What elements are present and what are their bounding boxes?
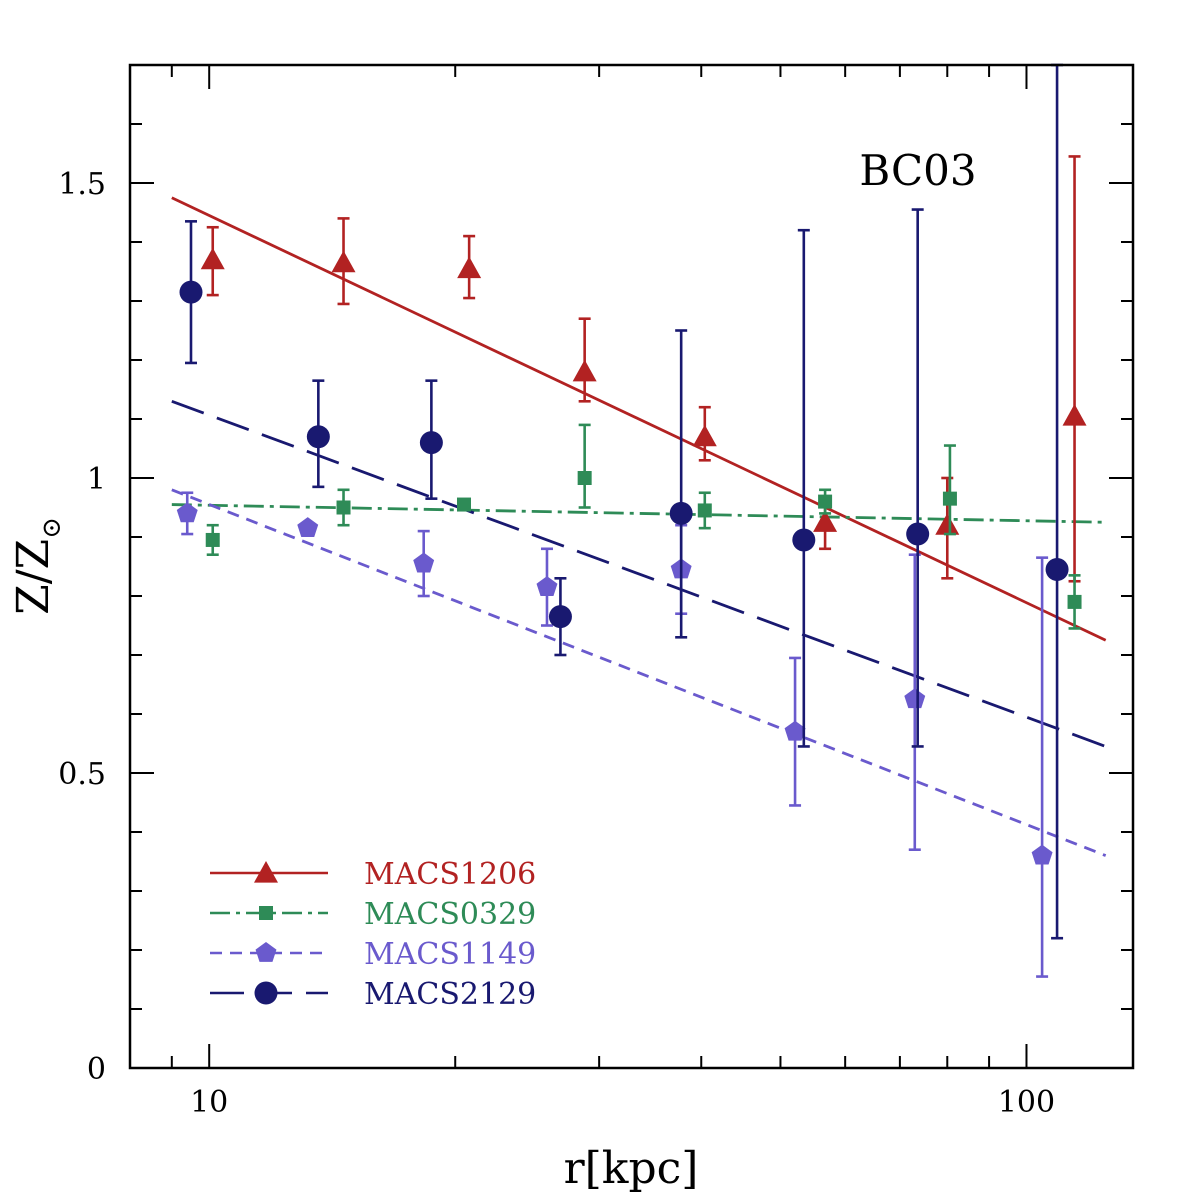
data-point-macs1149	[297, 517, 319, 538]
data-point-macs1206	[935, 513, 960, 535]
data-point-macs0329	[697, 503, 712, 518]
y-tick-label: 1.5	[58, 167, 106, 202]
data-point-macs1149	[536, 576, 558, 597]
model-annotation: BC03	[859, 146, 976, 195]
data-point-macs1206	[331, 250, 356, 273]
data-points	[176, 63, 1087, 978]
data-point-macs0329	[942, 491, 957, 506]
y-tick-label: 1	[87, 462, 106, 497]
legend-label-macs0329: MACS0329	[364, 897, 536, 932]
data-point-macs1206	[572, 359, 597, 382]
legend-marker-macs0329	[259, 906, 273, 920]
data-point-macs2129	[548, 605, 572, 629]
legend-label-macs2129: MACS2129	[364, 977, 536, 1012]
data-point-macs2129	[419, 431, 443, 455]
legend-marker-macs1149	[255, 942, 277, 962]
y-axis-title: Z/Z⊙	[8, 517, 67, 615]
legend-marker-macs2129	[254, 981, 278, 1005]
x-tick-label: 10	[190, 1085, 228, 1120]
x-tick-label: 100	[998, 1085, 1055, 1120]
y-axis-title-sub: ⊙	[37, 517, 67, 539]
data-point-macs0329	[336, 500, 351, 515]
data-point-macs1149	[413, 552, 435, 573]
data-point-macs0329	[577, 471, 592, 485]
data-point-macs2129	[306, 425, 330, 449]
data-point-macs1206	[1062, 404, 1087, 426]
data-point-macs1149	[784, 720, 806, 741]
data-point-macs1149	[904, 688, 926, 709]
data-point-macs0329	[205, 532, 220, 547]
data-point-macs1206	[200, 247, 225, 270]
fit-line-macs1206	[171, 196, 1107, 642]
data-point-macs2129	[179, 280, 203, 304]
data-point-macs2129	[792, 528, 816, 552]
data-point-macs1149	[1031, 844, 1053, 865]
y-tick-label: 0.5	[58, 757, 106, 792]
legend-marker-macs1206	[254, 861, 278, 883]
data-point-macs2129	[906, 522, 930, 546]
y-tick-label: 0	[87, 1052, 106, 1087]
legend: MACS1206 MACS0329 MACS1149 MACS2129	[210, 857, 536, 1012]
fit-line-macs1149	[171, 488, 1107, 857]
data-point-macs1149	[176, 502, 198, 523]
data-point-macs0329	[456, 497, 471, 512]
data-point-macs0329	[818, 494, 833, 509]
data-point-macs1206	[692, 424, 717, 447]
fit-line-macs0329	[171, 503, 1106, 524]
data-point-macs2129	[669, 501, 693, 525]
data-point-macs0329	[1067, 594, 1082, 609]
y-axis-title-main: Z/Z	[8, 539, 59, 615]
data-point-macs2129	[1045, 557, 1069, 581]
legend-label-macs1206: MACS1206	[364, 857, 536, 892]
fit-lines	[171, 196, 1107, 857]
legend-label-macs1149: MACS1149	[364, 937, 536, 972]
data-point-macs1206	[813, 510, 838, 532]
plot-frame	[128, 63, 1135, 1070]
data-point-macs1206	[457, 256, 482, 279]
svg-text:Z/Z⊙: Z/Z⊙	[8, 517, 67, 615]
fit-line-macs2129	[171, 399, 1107, 748]
x-axis-title: r[kpc]	[564, 1143, 699, 1194]
